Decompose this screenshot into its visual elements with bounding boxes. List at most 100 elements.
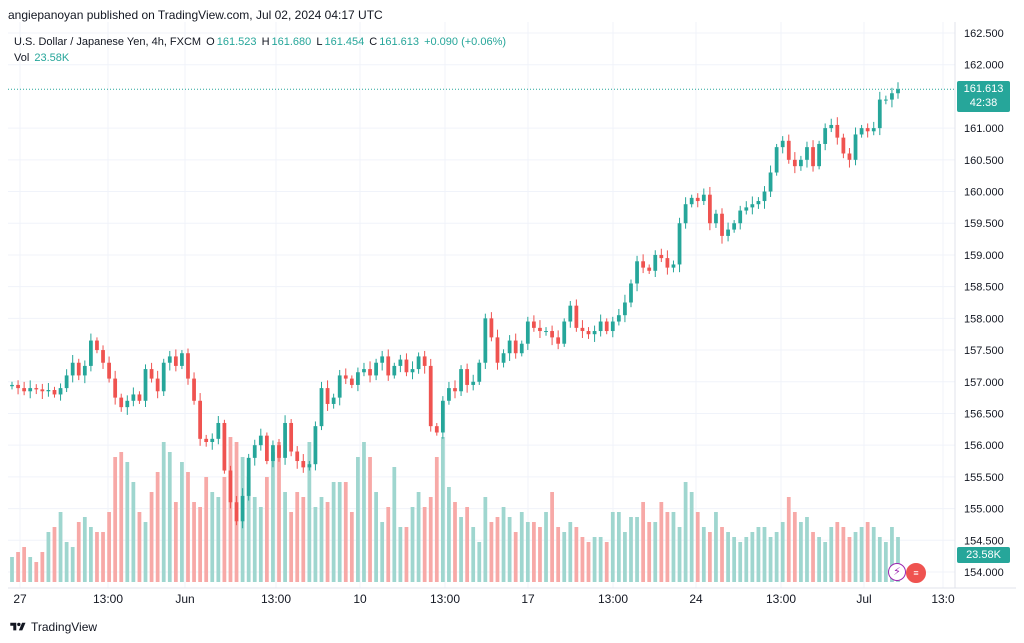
volume-bar bbox=[459, 517, 463, 582]
volume-bar bbox=[434, 457, 439, 582]
volume-bar bbox=[853, 532, 858, 582]
volume-bar bbox=[289, 512, 294, 582]
volume-bar bbox=[180, 462, 184, 582]
volume-bar bbox=[538, 527, 542, 582]
candle-body bbox=[750, 204, 755, 208]
candle-body bbox=[610, 321, 615, 332]
volume-bar bbox=[532, 522, 536, 582]
volume-bar bbox=[835, 522, 840, 582]
y-tick-label: 154.000 bbox=[964, 567, 1004, 579]
candle-body bbox=[319, 388, 324, 427]
candle-body bbox=[574, 305, 579, 328]
volume-bar bbox=[82, 517, 87, 582]
volume-bar bbox=[137, 512, 142, 582]
candle-body bbox=[841, 137, 846, 154]
volume-bar bbox=[52, 527, 57, 582]
volume-bar bbox=[750, 532, 755, 582]
volume-bar bbox=[604, 542, 609, 582]
volume-bar bbox=[562, 532, 567, 582]
volume-bar bbox=[647, 522, 652, 582]
candle-body bbox=[805, 147, 809, 160]
candle-body bbox=[738, 210, 743, 224]
volume-bar bbox=[847, 537, 852, 582]
volume-bar bbox=[46, 532, 51, 582]
us-flag-icon[interactable]: ≡ bbox=[906, 563, 926, 583]
volume-bar bbox=[580, 537, 585, 582]
bar-countdown: 42:38 bbox=[969, 97, 998, 109]
candle-body bbox=[368, 369, 372, 376]
volume-bar bbox=[319, 497, 324, 582]
volume-bar bbox=[28, 557, 33, 582]
candle-body bbox=[695, 197, 700, 202]
volume-bar bbox=[155, 472, 160, 582]
candle-body bbox=[337, 375, 342, 398]
volume-bar bbox=[586, 542, 591, 582]
candle-body bbox=[192, 378, 196, 401]
candle-body bbox=[635, 261, 639, 284]
symbol-name[interactable]: U.S. Dollar / Japanese Yen, 4h, FXCM bbox=[14, 36, 202, 48]
volume-bar bbox=[404, 527, 409, 582]
candle-body bbox=[101, 350, 105, 363]
volume-bar bbox=[865, 522, 870, 582]
volume-bar bbox=[356, 457, 360, 582]
candle-body bbox=[422, 356, 427, 366]
volume-bar bbox=[386, 507, 391, 582]
candle-body bbox=[598, 321, 603, 332]
volume-bar bbox=[131, 482, 136, 582]
candle-body bbox=[46, 390, 51, 392]
footer-brand[interactable]: TradingView bbox=[10, 620, 97, 634]
candle-body bbox=[210, 438, 215, 443]
candle-body bbox=[501, 353, 506, 363]
volume-bar bbox=[246, 477, 251, 582]
volume-bar bbox=[173, 502, 178, 582]
x-tick-label: 13:00 bbox=[430, 592, 460, 606]
candle-body bbox=[890, 93, 894, 100]
volume-bar bbox=[216, 497, 221, 582]
candle-body bbox=[732, 223, 737, 230]
x-tick-label: 13:00 bbox=[766, 592, 796, 606]
candle-body bbox=[186, 353, 190, 379]
volume-bar bbox=[428, 497, 433, 582]
volume-bar bbox=[501, 507, 506, 582]
candle-body bbox=[829, 124, 834, 129]
candle-body bbox=[447, 388, 451, 401]
volume-bar bbox=[513, 532, 518, 582]
volume-bar bbox=[228, 437, 233, 582]
candle-body bbox=[459, 369, 463, 392]
volume-bar bbox=[453, 502, 457, 582]
volume-bar bbox=[374, 492, 378, 582]
candle-body bbox=[616, 315, 621, 322]
volume-bar bbox=[198, 507, 203, 582]
open-label: O bbox=[206, 36, 215, 48]
candle-body bbox=[811, 147, 815, 167]
candle-body bbox=[513, 340, 518, 354]
candle-body bbox=[258, 435, 263, 446]
y-tick-label: 156.500 bbox=[964, 408, 1004, 420]
candle-body bbox=[113, 378, 118, 398]
y-tick-label: 156.000 bbox=[964, 440, 1004, 452]
volume-bar bbox=[829, 527, 834, 582]
x-tick-label: 17 bbox=[521, 592, 535, 606]
volume-bar bbox=[107, 512, 111, 582]
time-axis[interactable]: 27 13:00 Jun 13:00 10 13:00 17 13:00 24 13:00 Jul 1… bbox=[8, 587, 1016, 606]
candle-body bbox=[428, 365, 433, 427]
candle-body bbox=[283, 422, 287, 458]
price-axis[interactable]: 162.500 162.000 161.000 160.500 160.000 159.5… bbox=[954, 22, 1004, 588]
close-value: 161.613 bbox=[379, 36, 420, 48]
symbol-legend: U.S. Dollar / Japanese Yen, 4h, FXCM O 16… bbox=[14, 34, 508, 66]
lightning-icon[interactable]: ⚡ bbox=[888, 563, 906, 581]
candle-body bbox=[780, 140, 785, 148]
volume-bar bbox=[143, 522, 148, 582]
candle-body bbox=[683, 204, 688, 224]
candle-body bbox=[410, 369, 415, 373]
volume-bar bbox=[192, 502, 196, 582]
y-tick-label: 159.500 bbox=[964, 218, 1004, 230]
volume-bar bbox=[125, 462, 130, 582]
y-tick-label: 162.500 bbox=[964, 28, 1004, 40]
candle-body bbox=[386, 356, 391, 376]
volume-bar bbox=[362, 442, 366, 582]
volume-bar bbox=[416, 492, 421, 582]
volume-bar bbox=[610, 512, 615, 582]
volume-bar bbox=[507, 517, 512, 582]
